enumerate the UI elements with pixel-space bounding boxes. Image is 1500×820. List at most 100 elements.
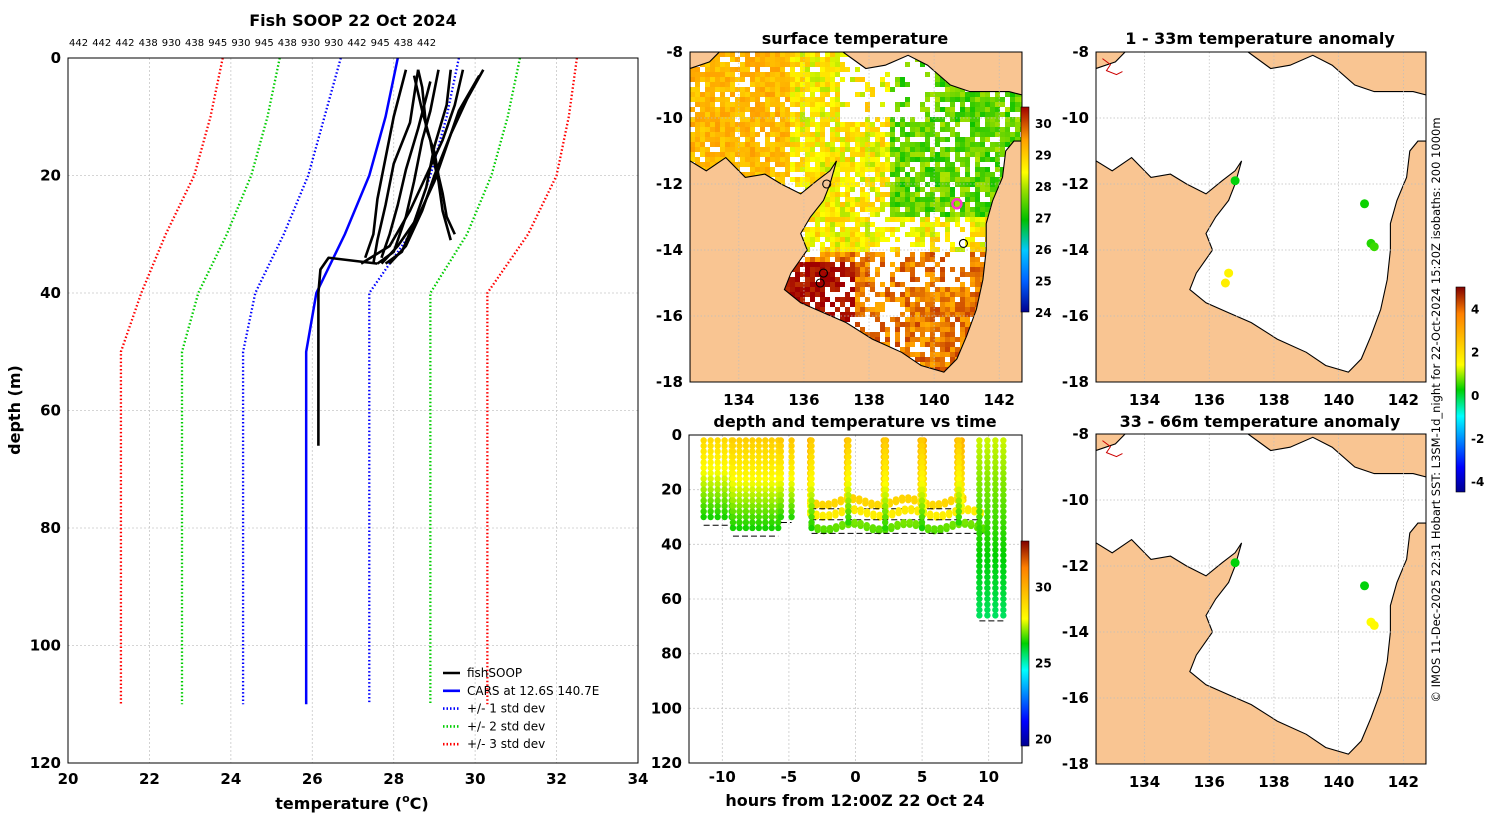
profile-xtick-label: 30 [465,770,486,788]
sst-pixel [815,52,820,57]
sst-pixel [990,182,995,187]
sst-pixel [855,67,860,72]
timeseries-cast-point [1000,530,1007,537]
sst-pixel [815,57,820,62]
sst-pixel [830,187,835,192]
timeseries-cast-point [721,453,728,461]
timeseries-cast-point [788,453,795,461]
sst-pixel [820,207,825,212]
sst-pixel [720,147,725,152]
sst-pixel [780,117,785,122]
sst-pixel [940,257,945,262]
sst-pixel [935,97,940,102]
sst-pixel [900,127,905,132]
sst-pixel [850,147,855,152]
sst-pixel [875,127,880,132]
sst-pixel [850,162,855,167]
timeseries-cast-point [955,519,963,526]
timeseries-cast-point [808,508,815,515]
anomaly-point [1230,558,1240,568]
sst-pixel [750,107,755,112]
timeseries-cast-point [808,464,815,471]
sst-pixel [820,77,825,82]
sst-pixel [925,362,930,367]
sst-pixel [945,252,950,257]
sst-pixel [830,237,835,242]
sst-pixel [730,137,735,142]
timeseries-cast-point [889,509,896,516]
sst-pixel [860,172,865,177]
sst-pixel [910,152,915,157]
sst-pixel [870,242,875,247]
sst-pixel [970,257,975,262]
sst-pixel [725,122,730,127]
sst-pixel [910,327,915,332]
sst-pixel [930,352,935,357]
sst-pixel [795,137,800,142]
sst-pixel [975,102,980,107]
sst-pixel [785,137,790,142]
timeseries-cast-point [967,520,975,527]
sst-pixel [780,57,785,62]
sst-pixel [845,257,850,262]
sst-pixel [945,212,950,217]
sst-pixel [720,112,725,117]
sst-pixel [840,312,845,317]
sst-pixel [880,252,885,257]
sst-pixel [945,297,950,302]
sst-pixel [810,107,815,112]
sst-pixel [825,87,830,92]
sst-pixel [920,362,925,367]
sst-pixel [865,107,870,112]
timeseries-cast-point [736,464,743,471]
profile-xtick-label: 34 [628,770,649,788]
sst-pixel [900,197,905,202]
sst-pixel [720,137,725,142]
sst-pixel [825,82,830,87]
sst-pixel [810,177,815,182]
timeseries-cast-point [955,448,963,455]
sst-pixel [755,92,760,97]
sst-pixel [850,247,855,252]
sst-pixel [910,352,915,357]
sst-pixel [810,232,815,237]
sst-pixel [960,102,965,107]
sst-pixel [810,262,815,267]
timeseries-cast-point [762,475,769,482]
sst-pixel [805,257,810,262]
sst-pixel [825,142,830,147]
sst-pixel [820,157,825,162]
sst-pixel [840,52,845,57]
sst-pixel [840,167,845,172]
sst-pixel [925,287,930,292]
timeseries-cast-point [976,497,983,504]
sst-pixel [885,332,890,337]
sst-pixel [885,167,890,172]
sst-pixel [900,77,905,82]
sst-pixel [785,167,790,172]
timeseries-cast-point [729,491,737,499]
timeseries-cast-point [707,497,714,504]
timeseries-cast-point [707,453,714,461]
sst-pixel [820,282,825,287]
sst-pixel [940,192,945,197]
sst-pixel [805,287,810,292]
timeseries-cast-point [918,442,926,450]
sst-pixel [820,262,825,267]
sst-pixel [980,212,985,217]
timeseries-cast-point [775,524,782,532]
sst-pixel [975,127,980,132]
sst-pixel [800,107,805,112]
timeseries-cast-point [918,491,926,499]
sst-pixel [710,62,715,67]
sst-pixel [695,122,700,127]
sst-pixel [1000,167,1005,172]
sst-pixel [925,342,930,347]
sst-pixel [970,197,975,202]
sst-pixel [955,182,960,187]
sst-pixel [740,147,745,152]
sst-pixel [860,217,865,222]
sst-pixel [815,282,820,287]
sst-pixel [755,142,760,147]
sst-pixel [910,257,915,262]
